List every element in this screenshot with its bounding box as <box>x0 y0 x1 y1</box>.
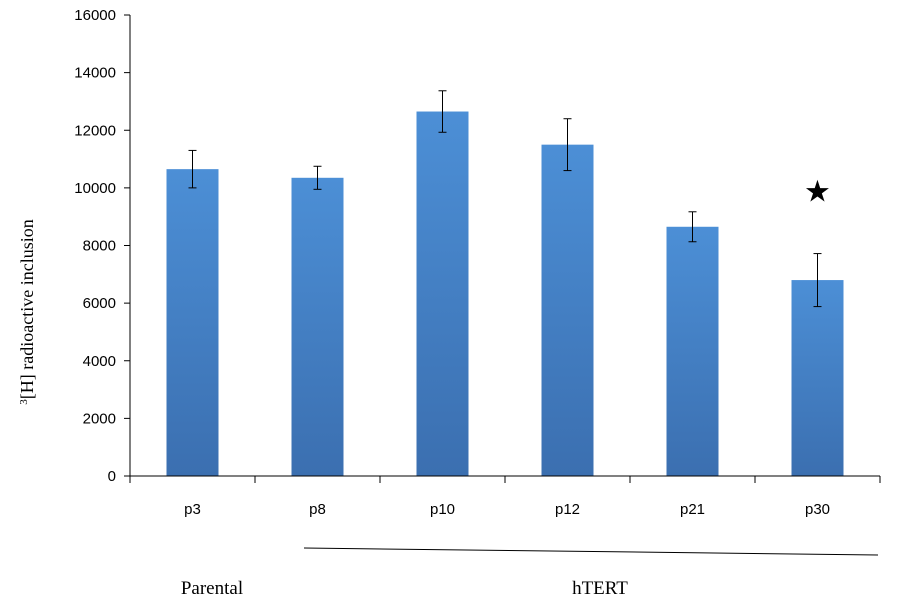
category-label-p21: p21 <box>680 501 705 518</box>
htert-group-line <box>303 547 879 556</box>
y-tick-label-14000: 14000 <box>74 65 116 82</box>
bars <box>166 111 844 476</box>
y-axis-title-sup: 3 <box>18 399 30 405</box>
bar-p3 <box>166 169 219 476</box>
y-axis-title-text: [H] radioactive inclusion <box>17 219 37 399</box>
bar-p12 <box>541 144 594 476</box>
y-tick-label-8000: 8000 <box>83 238 116 255</box>
category-label-p30: p30 <box>805 501 830 518</box>
y-tick-label-16000: 16000 <box>74 7 116 24</box>
bar-p8 <box>291 177 344 476</box>
significance-star: ★ <box>804 175 831 210</box>
y-tick-label-6000: 6000 <box>83 295 116 312</box>
category-label-p8: p8 <box>309 501 326 518</box>
bar-p10 <box>416 111 469 476</box>
y-tick-label-0: 0 <box>108 468 116 485</box>
y-axis: 0 2000 4000 6000 8000 10000 12000 14000 16000 <box>74 7 131 485</box>
y-axis-title: 3[H] radioactive inclusion <box>17 219 37 404</box>
bar-p30 <box>791 280 844 476</box>
group-label-htert: hTERT <box>572 578 628 599</box>
bar-p21 <box>666 226 719 476</box>
y-tick-label-4000: 4000 <box>83 353 116 370</box>
category-label-p12: p12 <box>555 501 580 518</box>
group-label-parental: Parental <box>181 578 243 599</box>
y-tick-label-12000: 12000 <box>74 122 116 139</box>
x-axis <box>129 475 881 483</box>
y-tick-label-10000: 10000 <box>74 180 116 197</box>
category-label-p10: p10 <box>430 501 455 518</box>
error-bars <box>188 90 822 308</box>
y-tick-label-2000: 2000 <box>83 410 116 427</box>
category-labels: p3 p8 p10 p12 p21 p30 <box>184 501 830 518</box>
category-label-p3: p3 <box>184 501 201 518</box>
